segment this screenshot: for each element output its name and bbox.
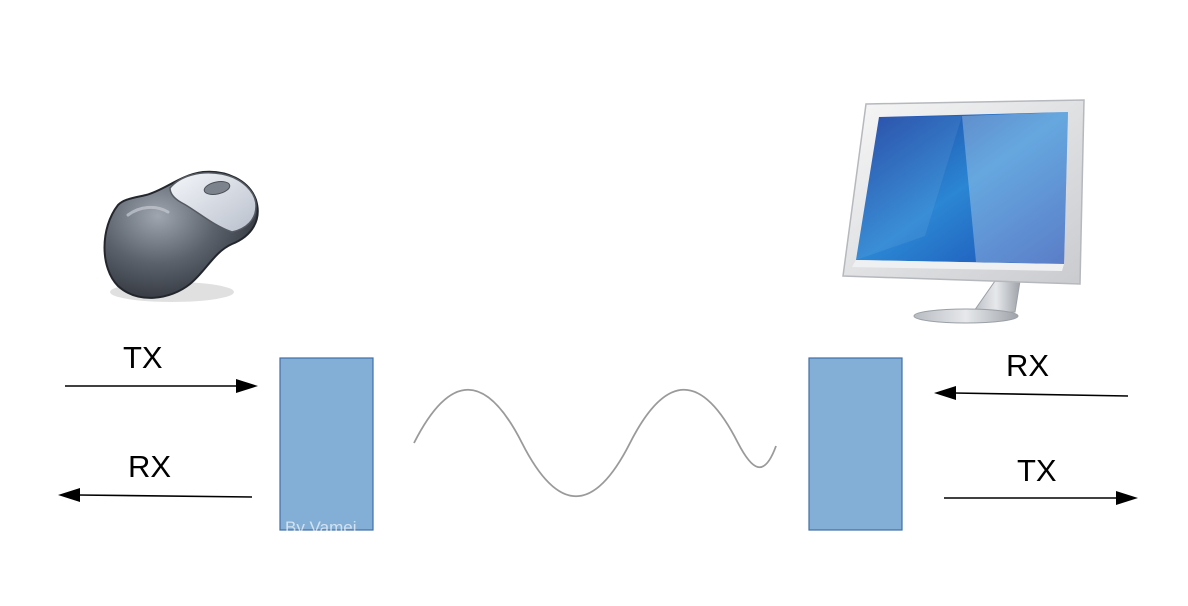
left-rx-arrow [58, 488, 253, 502]
mouse-icon [103, 170, 259, 302]
right-transceiver-box [808, 357, 903, 531]
left-transceiver-box [279, 357, 374, 531]
watermark-text: By Vamei [285, 518, 357, 537]
right-rx-label: RX [1006, 348, 1049, 383]
computer-monitor-icon [842, 99, 1085, 324]
right-tx-label: TX [1017, 453, 1057, 488]
left-tx-label: TX [123, 340, 163, 375]
right-tx-arrow [944, 491, 1138, 505]
left-tx-arrow [65, 379, 258, 393]
left-rx-label: RX [128, 449, 171, 484]
right-rx-arrow [934, 386, 1129, 400]
radio-wave [413, 388, 777, 498]
